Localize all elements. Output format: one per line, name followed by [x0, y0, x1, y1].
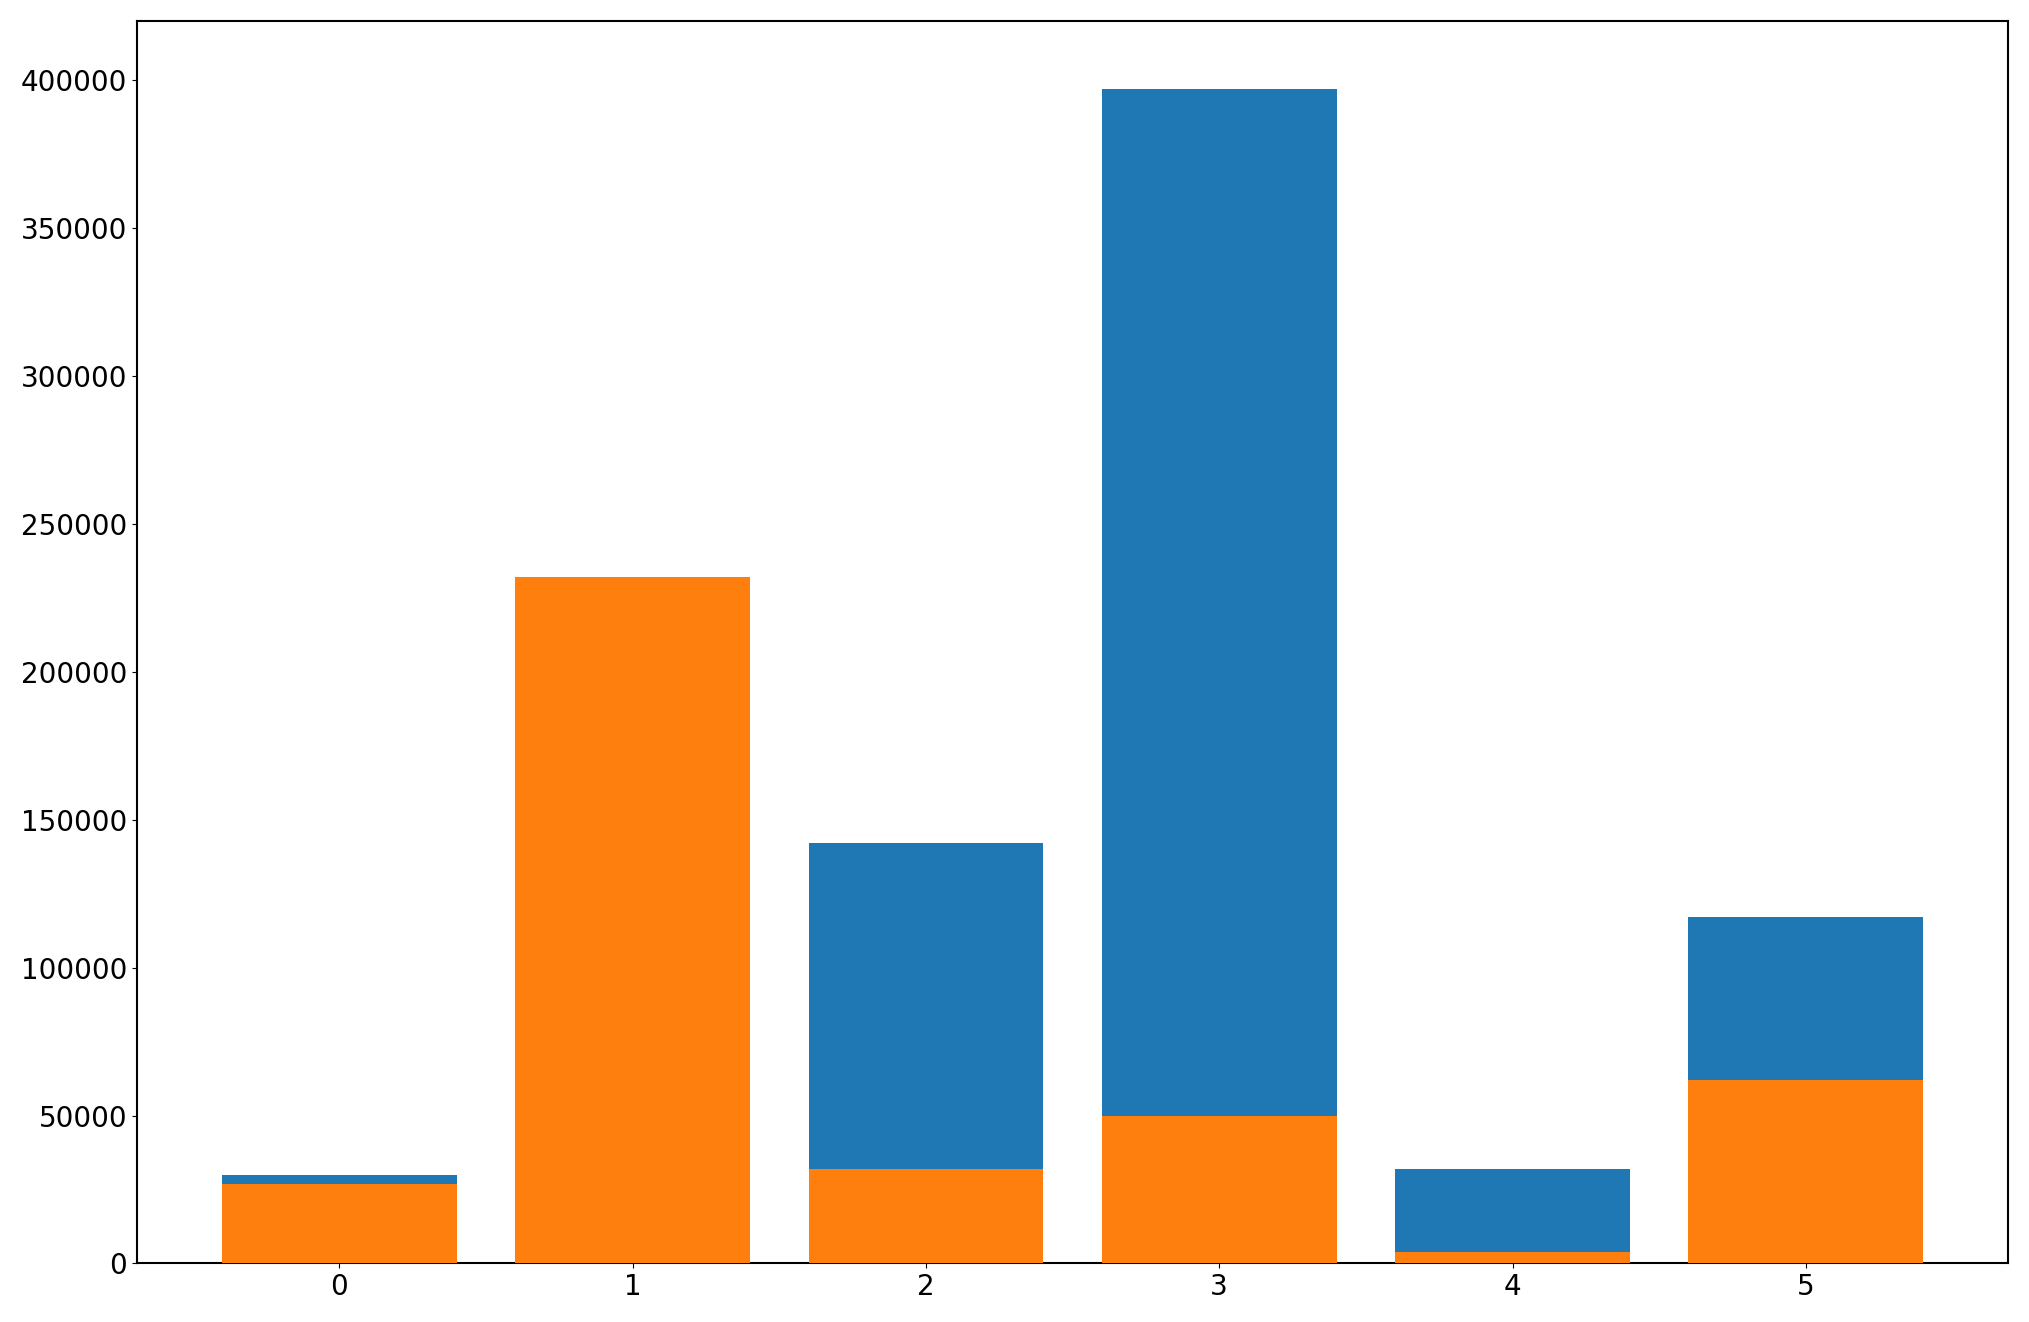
Bar — [1688, 917, 1923, 1264]
Bar — [1396, 1252, 1629, 1264]
Bar — [515, 576, 751, 1264]
Bar — [1396, 1169, 1629, 1264]
Bar — [1688, 1080, 1923, 1264]
Bar — [1102, 89, 1337, 1264]
Bar — [810, 843, 1043, 1264]
Bar — [810, 1169, 1043, 1264]
Bar — [515, 1257, 751, 1264]
Bar — [1102, 1116, 1337, 1264]
Bar — [221, 1175, 457, 1264]
Bar — [221, 1183, 457, 1264]
